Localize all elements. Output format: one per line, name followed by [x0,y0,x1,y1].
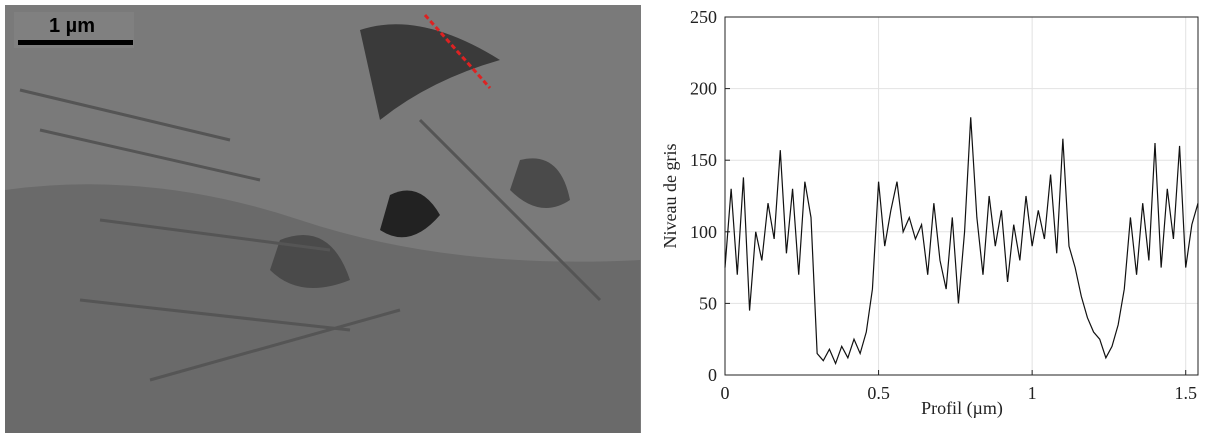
profile-line [423,14,492,89]
y-tick-label: 250 [690,7,717,27]
scale-bar [18,40,133,45]
plot-frame [724,16,1199,376]
image-texture [19,88,602,382]
x-axis-title: Profil (µm) [921,398,1003,419]
image-feature [510,158,570,208]
image-region [5,184,640,433]
image-feature [360,24,500,120]
profile-line [724,117,1199,366]
x-tick-label: 0 [721,383,730,403]
y-tick-label: 150 [690,150,717,170]
image-feature [380,190,440,238]
y-tick-label: 100 [690,222,717,242]
x-tick-label: 1.5 [1174,383,1197,403]
x-tick-label: 1 [1028,383,1037,403]
x-tick-label: 0.5 [867,383,890,403]
y-tick-label: 200 [690,79,717,99]
y-tick-label: 0 [708,365,717,385]
scale-bar-label: 1 µm [49,15,95,37]
sem-image: 1 µm [5,5,641,433]
y-axis-title: Niveau de gris [660,144,680,249]
image-feature [270,235,350,288]
y-tick-label: 50 [699,293,717,313]
